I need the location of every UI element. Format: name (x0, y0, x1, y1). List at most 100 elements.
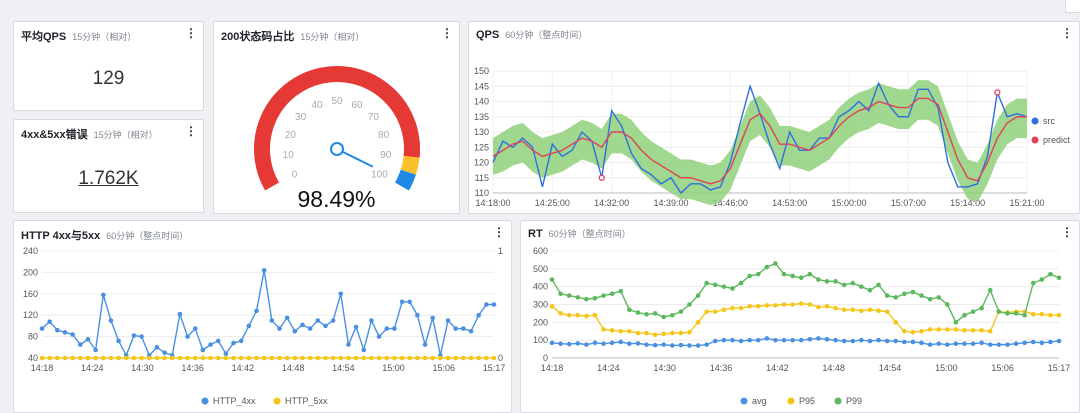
data-point-P95 (558, 311, 563, 316)
data-point-HTTP_4xx (453, 326, 458, 331)
data-point-HTTP_5xx (238, 355, 244, 361)
y2-tick-label: 0 (498, 353, 503, 363)
data-point-avg (884, 338, 890, 344)
data-point-avg (601, 341, 606, 347)
data-point-P99 (927, 296, 933, 302)
data-point-HTTP_5xx (169, 355, 175, 361)
data-point-P99 (566, 293, 572, 298)
gauge-tick-label: 50 (331, 96, 343, 107)
x-tick-label: 14:18 (541, 363, 564, 373)
panel-menu-icon[interactable]: ⋮ (1061, 26, 1073, 40)
x-tick-label: 14:32:00 (594, 198, 629, 208)
panel-title-text: 4xx&5xx错误 (21, 129, 88, 141)
confidence-band (493, 80, 1027, 206)
x-tick-label: 14:39:00 (653, 198, 688, 208)
data-point-HTTP_4xx (162, 350, 167, 355)
data-point-P95 (910, 329, 916, 335)
data-point-HTTP_4xx (215, 338, 221, 344)
data-point-HTTP_4xx (330, 318, 336, 323)
panel-errors: 4xx&5xx错误 15分钟（相对） ⋮ 1.762K (13, 119, 204, 213)
data-point-P99 (987, 287, 993, 293)
panel-title: 4xx&5xx错误 15分钟（相对） (21, 126, 158, 142)
legend-label-HTTP_5xx: HTTP_5xx (285, 396, 328, 406)
data-point-avg (747, 337, 752, 343)
panel-subtitle: 15分钟（相对） (72, 32, 137, 42)
status200-value: 98.49% (297, 186, 376, 212)
y-tick-label: 300 (533, 300, 548, 310)
y-tick-label: 160 (23, 289, 38, 299)
data-point-P99 (1022, 312, 1027, 318)
data-point-P95 (833, 305, 838, 311)
panel-subtitle: 60分钟（整点时间） (505, 30, 588, 40)
y-tick-label: 400 (533, 282, 548, 292)
panel-menu-icon[interactable]: ⋮ (185, 26, 197, 40)
data-point-avg (1048, 339, 1053, 345)
data-point-P95 (609, 328, 615, 333)
data-point-HTTP_5xx (277, 355, 282, 361)
x-tick-label: 14:46:00 (713, 198, 748, 208)
panel-menu-icon[interactable]: ⋮ (1061, 225, 1073, 239)
x-tick-label: 14:42 (766, 363, 789, 373)
x-tick-label: 15:17 (1048, 363, 1071, 373)
x-tick-label: 14:48 (822, 363, 845, 373)
y-tick-label: 135 (474, 112, 489, 122)
data-point-avg (910, 339, 916, 345)
data-point-P99 (1048, 271, 1053, 277)
data-point-P99 (841, 282, 847, 288)
data-point-HTTP_5xx (468, 355, 474, 361)
data-point-avg (893, 338, 899, 344)
data-point-P95 (816, 304, 821, 310)
data-point-P95 (867, 307, 873, 313)
data-point-avg (1013, 341, 1019, 347)
data-point-avg (824, 336, 830, 342)
data-point-P99 (876, 282, 881, 288)
data-point-avg (953, 341, 959, 347)
data-point-HTTP_5xx (70, 355, 75, 361)
data-point-P95 (1030, 312, 1036, 317)
gauge-needle-hub (330, 142, 344, 156)
data-point-HTTP_5xx (292, 355, 298, 361)
data-point-avg (927, 342, 933, 347)
y-tick-label: 130 (474, 127, 489, 137)
data-point-HTTP_5xx (476, 355, 481, 361)
data-point-P95 (944, 327, 950, 332)
data-point-P95 (781, 302, 787, 307)
data-point-avg (798, 337, 804, 343)
data-point-HTTP_4xx (323, 323, 328, 329)
data-point-P95 (601, 327, 606, 332)
data-point-HTTP_4xx (100, 292, 106, 298)
y-tick-label: 115 (475, 173, 489, 183)
data-point-HTTP_5xx (162, 355, 167, 361)
data-point-P95 (549, 303, 555, 309)
panel-menu-icon[interactable]: ⋮ (493, 225, 505, 239)
y-tick-label: 80 (28, 332, 38, 342)
y-tick-label: 100 (533, 335, 548, 345)
data-point-avg (781, 337, 787, 343)
panel-menu-icon[interactable]: ⋮ (185, 124, 197, 138)
data-point-P99 (592, 295, 598, 301)
data-point-avg (1030, 339, 1036, 345)
panel-menu-icon[interactable]: ⋮ (441, 26, 453, 40)
data-point-P95 (884, 309, 890, 314)
data-point-P99 (652, 311, 658, 316)
data-point-HTTP_4xx (369, 318, 374, 323)
data-point-P95 (902, 328, 907, 334)
data-point-HTTP_4xx (376, 334, 382, 339)
legend-marker-P99 (834, 397, 842, 405)
errors-value-link[interactable]: 1.762K (78, 168, 139, 189)
data-point-avg (773, 337, 778, 343)
panel-title: RT 60分钟（整点时间） (528, 227, 631, 240)
panel-status200: 200状态码占比 15分钟（相对） ⋮ 0 10 20 30 40 50 60 70 80 90 10… (213, 21, 460, 214)
data-point-HTTP_4xx (192, 326, 198, 331)
data-point-P99 (773, 261, 778, 266)
legend-label-avg: avg (752, 396, 767, 406)
data-point-P99 (1005, 311, 1010, 316)
data-point-avg (721, 337, 727, 343)
data-point-P95 (695, 320, 701, 325)
y-tick-label: 200 (23, 267, 38, 277)
y-tick-label: 200 (533, 317, 548, 327)
data-point-P95 (919, 328, 924, 334)
data-point-P95 (798, 301, 804, 306)
data-point-HTTP_4xx (484, 302, 489, 307)
data-point-HTTP_4xx (353, 324, 359, 330)
